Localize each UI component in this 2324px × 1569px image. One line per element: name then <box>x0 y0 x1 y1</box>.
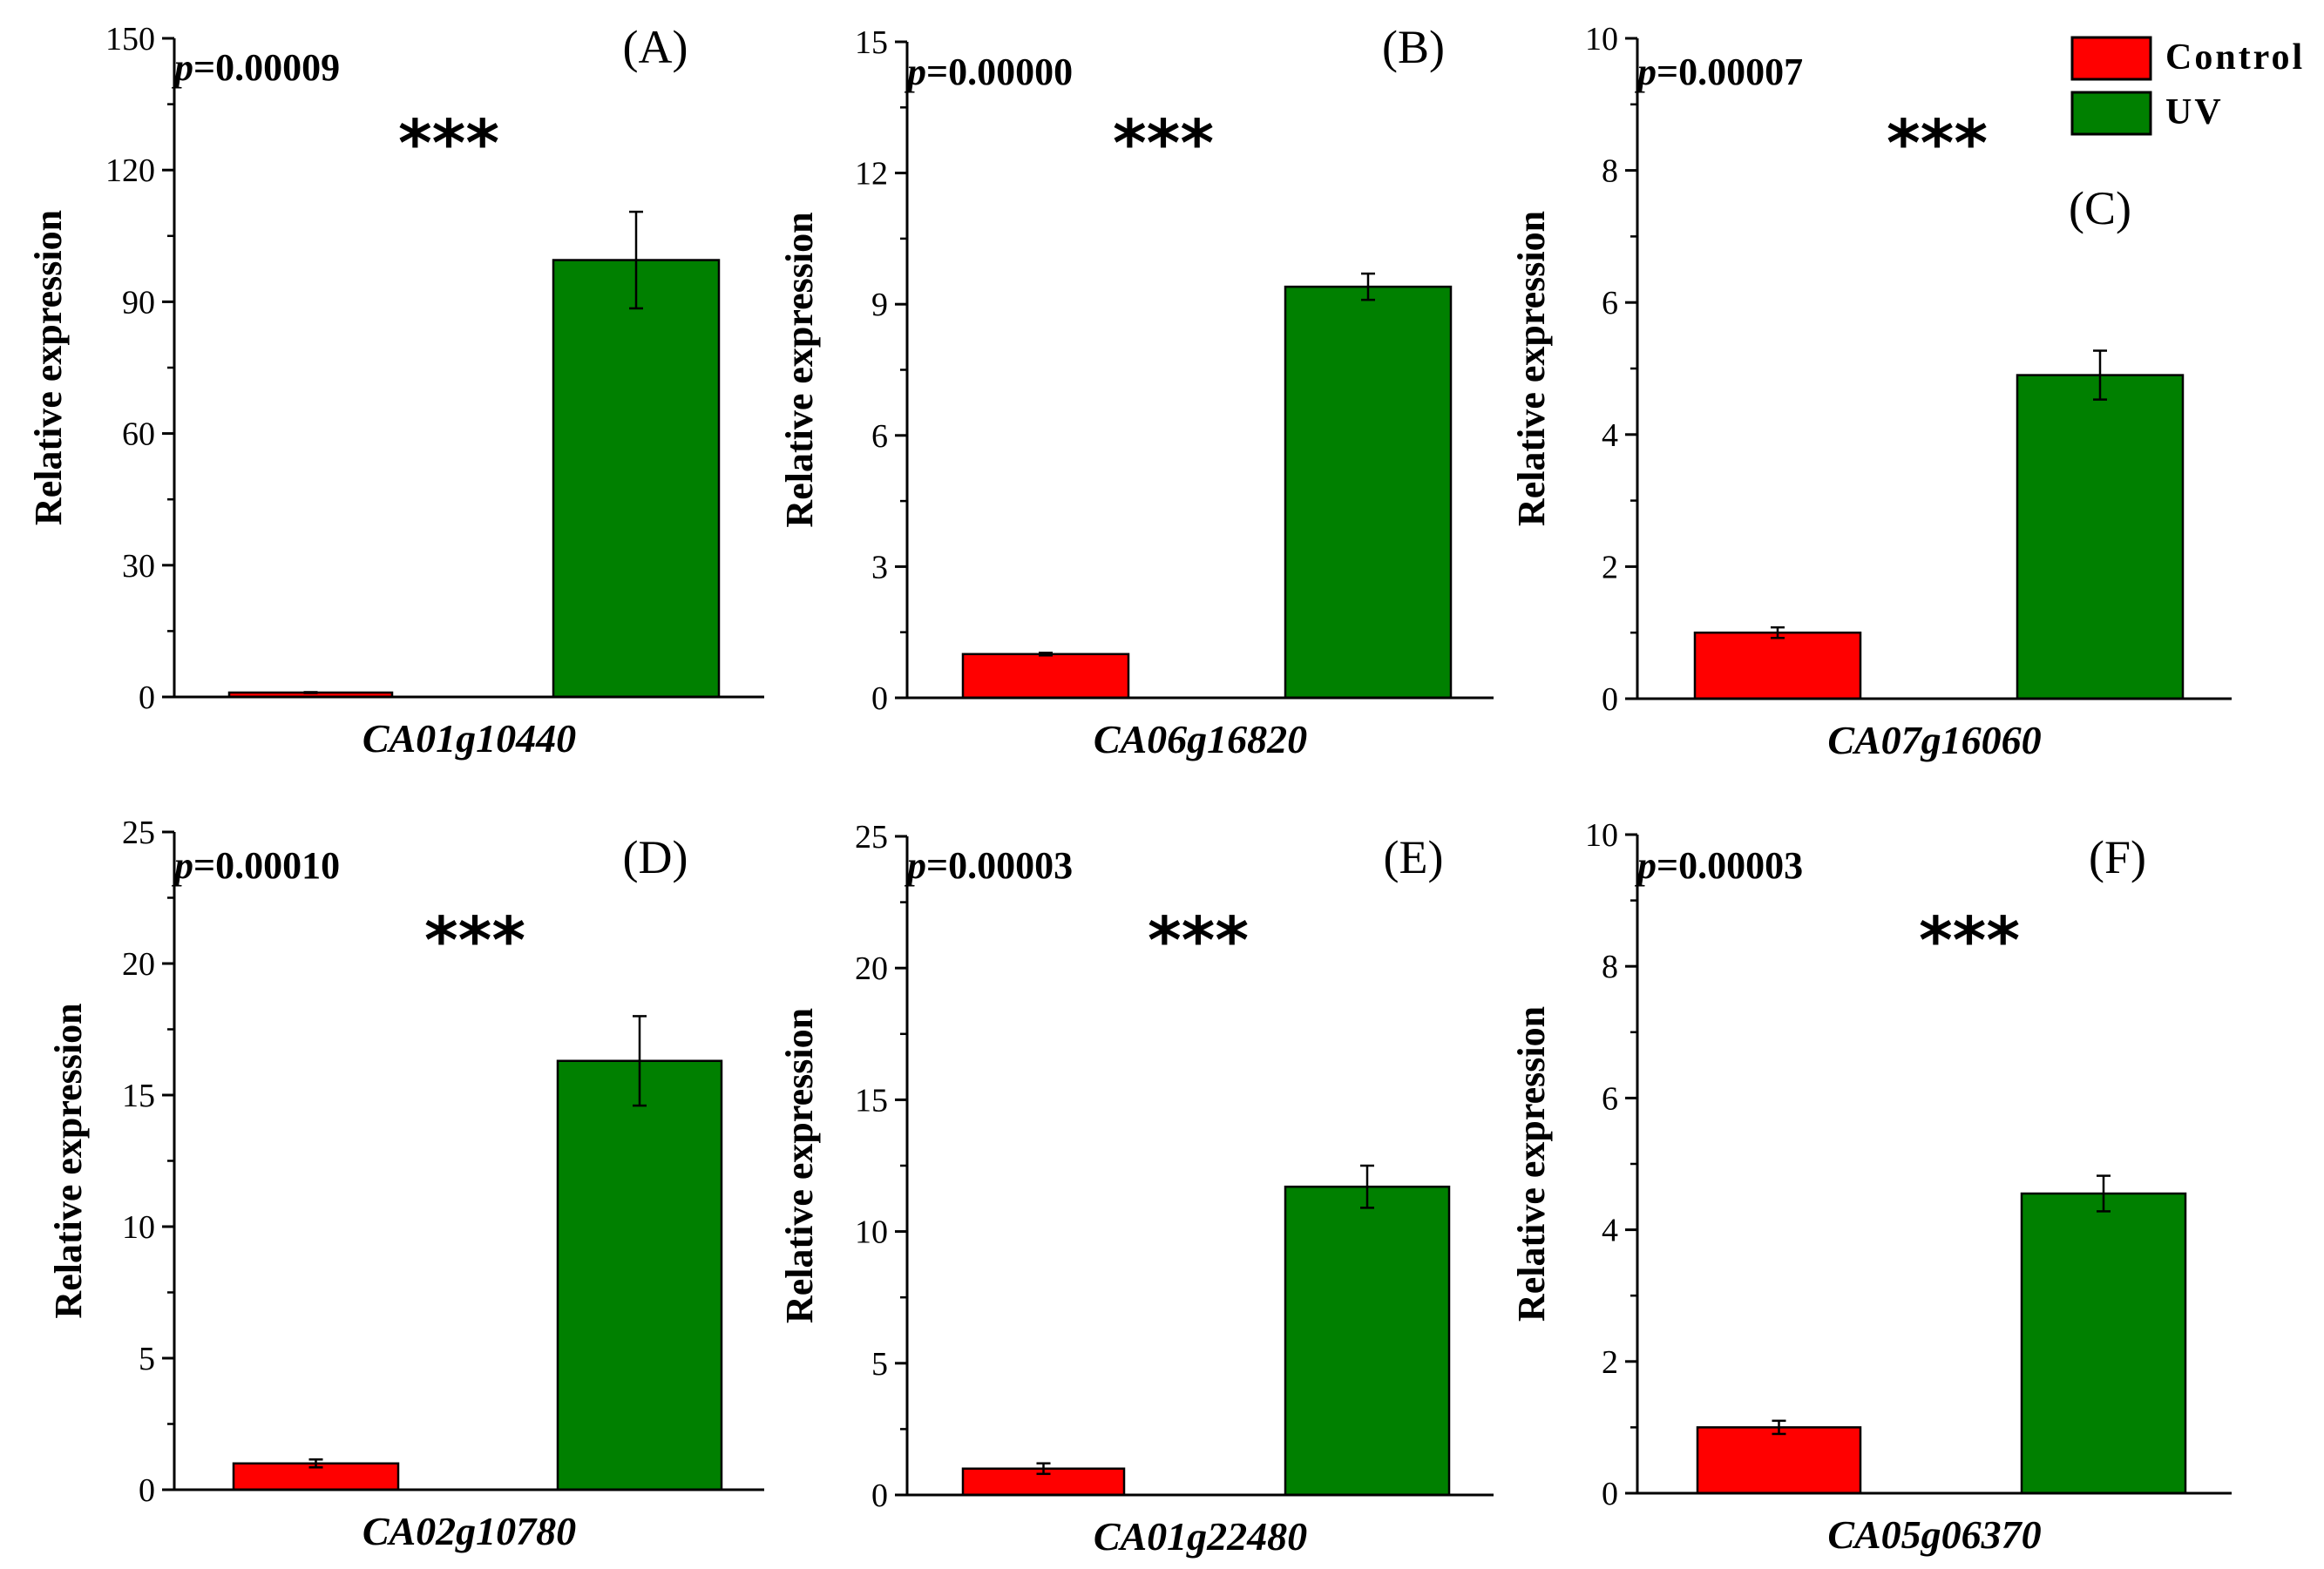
y-tick-label: 10 <box>1585 817 1618 854</box>
y-axis-label: Relative expression <box>778 212 821 527</box>
y-tick-label: 4 <box>1602 417 1618 454</box>
y-tick-label: 15 <box>855 1082 888 1119</box>
legend-swatch-uv <box>2070 91 2152 136</box>
y-tick-label: 6 <box>1602 1080 1618 1117</box>
y-tick-label: 12 <box>855 156 888 193</box>
y-tick-label: 15 <box>122 1078 155 1114</box>
p-value-label: p=0.00003 <box>904 844 1073 887</box>
y-axis-label: Relative expression <box>778 1008 821 1323</box>
p-value-label: p=0.00007 <box>1634 51 1803 93</box>
y-tick-label: 3 <box>871 549 888 585</box>
chart-panel: 0 5 10 15 20 25 CA01g22480 Relative expression p… <box>778 819 1494 1559</box>
y-axis-label: Relative expression <box>47 1003 90 1318</box>
y-tick-label: 20 <box>122 946 155 983</box>
y-tick-label: 25 <box>855 819 888 856</box>
y-tick-label: 150 <box>105 21 155 57</box>
y-tick-label: 15 <box>855 24 888 61</box>
significance-stars: *** <box>1887 106 1988 181</box>
chart-panel: 0 2 4 6 8 10 CA07g16060 Relative expression p=0.… <box>1510 21 2232 762</box>
legend-label-control: Control <box>2165 37 2305 78</box>
y-tick-label: 9 <box>871 287 888 323</box>
p-value-label: p=0.00003 <box>1634 844 1803 887</box>
y-tick-label: 0 <box>1602 681 1618 718</box>
chart-panel: 0 30 60 90 120 150 CA01g10440 Relative expressi… <box>27 21 764 761</box>
y-axis-label: Relative expression <box>1510 211 1553 526</box>
significance-stars: *** <box>1919 903 2020 978</box>
y-tick-label: 6 <box>1602 285 1618 321</box>
significance-stars: *** <box>398 106 499 181</box>
y-tick-label: 25 <box>122 815 155 851</box>
y-tick-label: 5 <box>139 1341 155 1377</box>
x-axis-label: CA05g06370 <box>1827 1512 2041 1557</box>
bar-uv <box>2016 374 2185 700</box>
bar-control <box>1696 1426 1862 1495</box>
bar-uv <box>556 1059 723 1491</box>
bar-control <box>1693 631 1862 700</box>
y-tick-label: 4 <box>1602 1213 1618 1249</box>
significance-stars: *** <box>1113 106 1214 181</box>
y-tick-label: 8 <box>1602 949 1618 985</box>
y-tick-label: 8 <box>1602 153 1618 190</box>
y-tick-label: 10 <box>122 1209 155 1246</box>
y-tick-label: 0 <box>871 680 888 717</box>
y-tick-label: 0 <box>871 1478 888 1514</box>
legend: Control UV <box>2070 36 2305 136</box>
bar-uv <box>1284 285 1453 700</box>
p-value-label: p=0.00000 <box>904 51 1073 93</box>
chart-panel: 0 5 10 15 20 25 CA02g10780 Relative expression p… <box>47 815 764 1553</box>
legend-swatch-control <box>2070 36 2152 81</box>
panel-label: (B) <box>1382 21 1445 73</box>
x-axis-label: CA06g16820 <box>1094 717 1307 761</box>
panel-label: (D) <box>623 831 688 883</box>
y-tick-label: 120 <box>105 152 155 189</box>
x-axis-label: CA01g22480 <box>1094 1514 1307 1559</box>
y-tick-label: 30 <box>122 548 155 585</box>
bar-uv <box>2020 1192 2187 1495</box>
y-tick-label: 10 <box>1585 21 1618 57</box>
y-axis-label: Relative expression <box>27 210 70 525</box>
y-tick-label: 5 <box>871 1346 888 1383</box>
panel-label: (E) <box>1384 831 1444 883</box>
y-tick-label: 90 <box>122 284 155 321</box>
p-value-label: p=0.00010 <box>171 844 340 887</box>
legend-label-uv: UV <box>2165 92 2224 132</box>
y-axis-label: Relative expression <box>1510 1006 1553 1322</box>
x-axis-label: CA07g16060 <box>1827 718 2041 762</box>
y-tick-label: 20 <box>855 950 888 987</box>
bar-uv <box>1284 1185 1451 1497</box>
y-tick-label: 0 <box>139 680 155 716</box>
y-tick-label: 2 <box>1602 1344 1618 1381</box>
chart-panel: 0 2 4 6 8 10 CA05g06370 Relative expression p=0.… <box>1510 817 2232 1557</box>
y-tick-label: 10 <box>855 1214 888 1251</box>
significance-stars: *** <box>424 903 525 978</box>
significance-stars: *** <box>1148 903 1249 978</box>
bar-uv <box>552 259 721 699</box>
y-tick-label: 0 <box>139 1472 155 1509</box>
panel-label: (C) <box>2069 182 2131 234</box>
y-tick-label: 0 <box>1602 1476 1618 1512</box>
panel-label: (F) <box>2089 831 2146 883</box>
bar-control <box>961 653 1130 700</box>
y-tick-label: 2 <box>1602 549 1618 585</box>
x-axis-label: CA02g10780 <box>362 1509 576 1553</box>
y-tick-label: 6 <box>871 418 888 455</box>
y-tick-label: 60 <box>122 416 155 453</box>
x-axis-label: CA01g10440 <box>362 716 576 761</box>
p-value-label: p=0.00009 <box>171 46 340 89</box>
chart-panel: 0 3 6 9 12 15 CA06g16820 Relative expression p=0… <box>778 21 1494 761</box>
panel-label: (A) <box>623 21 688 73</box>
